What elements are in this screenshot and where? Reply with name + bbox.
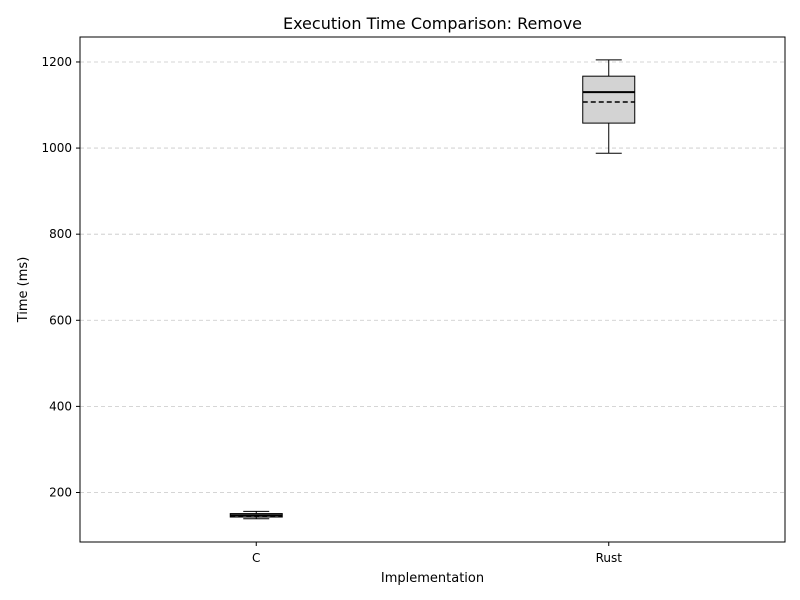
box-C (229, 510, 283, 520)
boxes (229, 59, 636, 520)
y-tick-label-1000: 1000 (41, 141, 72, 155)
iqr-box-Rust (582, 75, 636, 124)
x-tick-label-Rust: Rust (596, 551, 623, 565)
y-axis: 200 400 600 800 1000 1200 (41, 55, 80, 499)
x-axis: C Rust (252, 542, 622, 565)
box-Rust (582, 59, 636, 154)
y-tick-label-200: 200 (49, 485, 72, 499)
y-tick-label-800: 800 (49, 227, 72, 241)
x-axis-title: Implementation (381, 571, 484, 586)
grid-lines (80, 61, 785, 493)
plot-area-frame (79, 36, 786, 543)
chart-title: Execution Time Comparison: Remove (283, 14, 582, 33)
y-tick-label-400: 400 (49, 399, 72, 413)
x-tick-label-C: C (252, 551, 260, 565)
y-axis-title: Time (ms) (16, 257, 31, 324)
y-tick-label-1200: 1200 (41, 55, 72, 69)
y-tick-label-600: 600 (49, 313, 72, 327)
